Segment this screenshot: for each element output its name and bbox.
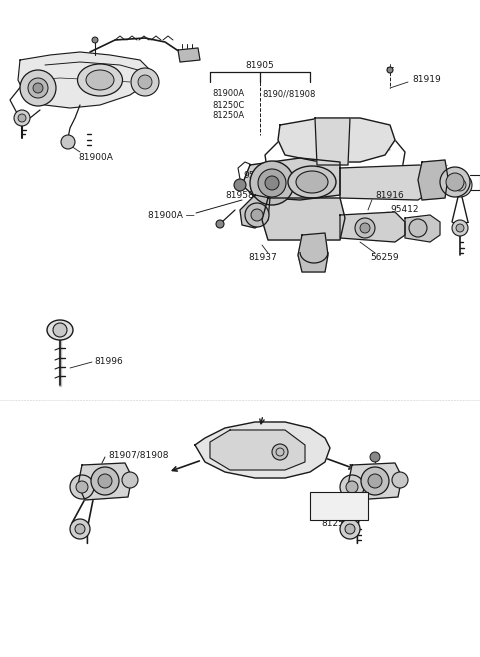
Circle shape (138, 75, 152, 89)
Text: 81919: 81919 (412, 76, 441, 85)
Circle shape (340, 519, 360, 539)
Circle shape (346, 481, 358, 493)
Circle shape (61, 135, 75, 149)
Circle shape (340, 475, 364, 499)
Circle shape (216, 220, 224, 228)
Text: 81250A: 81250A (212, 110, 244, 120)
Polygon shape (340, 165, 430, 200)
Circle shape (28, 78, 48, 98)
Circle shape (370, 452, 380, 462)
Text: 81996: 81996 (94, 357, 123, 367)
Ellipse shape (288, 166, 336, 198)
Circle shape (20, 70, 56, 106)
Text: 81916: 81916 (375, 191, 404, 200)
Circle shape (454, 179, 466, 191)
Text: 81250A: 81250A (322, 518, 356, 528)
Polygon shape (210, 430, 305, 470)
Polygon shape (405, 215, 440, 242)
Polygon shape (278, 118, 395, 162)
Text: 95412: 95412 (390, 206, 419, 214)
Circle shape (446, 173, 464, 191)
Circle shape (131, 68, 159, 96)
Text: 81250C: 81250C (322, 509, 357, 518)
Text: 93110: 93110 (296, 254, 325, 263)
Text: 81250C: 81250C (212, 101, 244, 110)
Text: 81937: 81937 (248, 254, 277, 263)
Polygon shape (262, 198, 345, 240)
Circle shape (98, 474, 112, 488)
Text: 81900A —: 81900A — (148, 210, 195, 219)
Text: 81965: 81965 (324, 499, 353, 509)
Text: 81958: 81958 (225, 191, 254, 200)
Circle shape (448, 173, 472, 197)
Circle shape (361, 467, 389, 495)
Circle shape (33, 83, 43, 93)
Text: 95860A: 95860A (243, 171, 278, 179)
Circle shape (70, 519, 90, 539)
Circle shape (452, 220, 468, 236)
Circle shape (387, 67, 393, 73)
Circle shape (75, 524, 85, 534)
Circle shape (122, 472, 138, 488)
Polygon shape (315, 118, 350, 165)
Text: 8190//81908: 8190//81908 (262, 89, 315, 99)
Bar (310, 492, 368, 520)
Circle shape (92, 37, 98, 43)
Circle shape (53, 323, 67, 337)
Text: 81905: 81905 (246, 62, 275, 70)
Ellipse shape (47, 320, 73, 340)
Circle shape (251, 209, 263, 221)
Polygon shape (240, 195, 270, 228)
Circle shape (18, 114, 26, 122)
Polygon shape (195, 422, 330, 478)
Circle shape (355, 218, 375, 238)
Circle shape (91, 467, 119, 495)
Circle shape (360, 223, 370, 233)
Circle shape (409, 219, 427, 237)
Polygon shape (298, 233, 328, 272)
Text: 81907/81908: 81907/81908 (108, 451, 168, 459)
Text: 81900A: 81900A (78, 154, 113, 162)
Text: 56259: 56259 (370, 254, 398, 263)
Circle shape (76, 481, 88, 493)
Circle shape (272, 444, 288, 460)
Polygon shape (418, 160, 448, 200)
Ellipse shape (296, 171, 328, 193)
Circle shape (265, 176, 279, 190)
Circle shape (245, 203, 269, 227)
Circle shape (456, 224, 464, 232)
Circle shape (440, 167, 470, 197)
Polygon shape (340, 212, 405, 242)
Circle shape (234, 179, 246, 191)
Ellipse shape (77, 64, 122, 96)
Circle shape (368, 474, 382, 488)
Circle shape (250, 161, 294, 205)
Polygon shape (348, 463, 402, 500)
Ellipse shape (86, 70, 114, 90)
Circle shape (258, 169, 286, 197)
Polygon shape (242, 158, 340, 200)
Circle shape (392, 472, 408, 488)
Polygon shape (78, 463, 132, 500)
Circle shape (70, 475, 94, 499)
Polygon shape (178, 48, 200, 62)
Circle shape (345, 524, 355, 534)
Polygon shape (18, 52, 150, 108)
Text: 81900A: 81900A (212, 89, 244, 99)
Circle shape (14, 110, 30, 126)
